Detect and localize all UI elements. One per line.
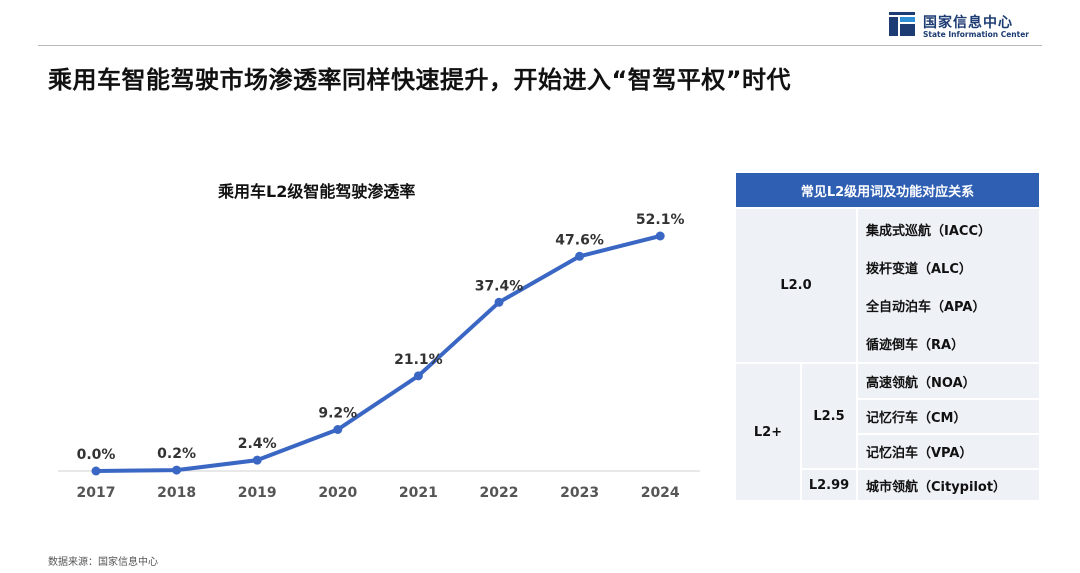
data-point: [575, 251, 585, 261]
logo-chinese-name: 国家信息中心: [923, 15, 1013, 31]
l25-label-cell: [802, 364, 856, 468]
data-label: 0.0%: [77, 447, 116, 463]
data-label: 2.4%: [238, 436, 277, 452]
x-tick-label: 2023: [560, 485, 599, 501]
l20-label: L2.0: [780, 278, 812, 293]
x-tick-label: 2021: [399, 485, 438, 501]
logo: 国家信息中心 State Information Center: [889, 12, 1049, 40]
l20-label-cell: [736, 209, 856, 362]
l20-item: 循迹倒车（RA）: [866, 337, 965, 353]
data-label: 9.2%: [318, 406, 357, 422]
data-point: [91, 466, 101, 476]
x-tick-label: 2024: [641, 485, 680, 501]
l20-item: 集成式巡航（IACC）: [866, 223, 991, 239]
data-source-note: 数据来源：国家信息中心: [48, 557, 158, 568]
l20-item: 全自动泊车（APA）: [866, 299, 986, 315]
data-label: 47.6%: [555, 232, 604, 248]
l25-item-cell: [858, 400, 1039, 433]
penetration-line-chart: 0.0% 0.2% 2.4% 9.2% 21.1% 37.4% 47.6% 52.1% 2017…: [58, 212, 700, 501]
l299-label-cell: [802, 470, 856, 500]
data-label: 21.1%: [394, 352, 443, 368]
data-point: [494, 297, 504, 307]
data-label: 37.4%: [475, 278, 524, 294]
data-label: 52.1%: [636, 212, 685, 228]
data-point: [413, 371, 423, 381]
data-point: [252, 455, 262, 465]
logo-mark-icon: [889, 12, 915, 36]
x-tick-label: 2020: [318, 485, 357, 501]
data-point: [172, 465, 182, 475]
l25-item-cell: [858, 364, 1039, 398]
l2plus-label: L2+: [753, 424, 783, 440]
logo-english-name: State Information Center: [923, 30, 1030, 39]
l25-label: L2.5: [813, 408, 845, 424]
x-tick-label: 2017: [77, 485, 116, 501]
l25-item: 记忆行车（CM）: [866, 411, 967, 426]
l299-item-cell: [858, 470, 1039, 500]
x-tick-label: 2022: [480, 485, 519, 501]
l25-item: 高速领航（NOA）: [866, 375, 976, 391]
x-tick-label: 2018: [157, 485, 196, 501]
function-mapping-table: 常见L2级用词及功能对应关系 L2.0 集成式巡航（IACC） 拨杆变道（ALC…: [736, 173, 1039, 500]
l25-item-cell: [858, 435, 1039, 468]
header-divider: [38, 45, 1042, 46]
l299-label: L2.99: [808, 477, 850, 493]
table-header: 常见L2级用词及功能对应关系: [736, 173, 1039, 207]
chart-title: 乘用车L2级智能驾驶渗透率: [218, 182, 416, 201]
l2plus-label-cell: [736, 364, 800, 500]
data-point: [655, 231, 665, 241]
data-label: 0.2%: [157, 446, 196, 462]
series-line: [94, 234, 663, 473]
page-title: 乘用车智能驾驶市场渗透率同样快速提升，开始进入“智驾平权”时代: [48, 66, 792, 94]
data-point: [333, 425, 343, 435]
x-tick-label: 2019: [238, 485, 277, 501]
l20-item: 拨杆变道（ALC）: [866, 261, 972, 277]
l299-item: 城市领航（Citypilot）: [866, 479, 1007, 495]
l20-items-cell: [858, 209, 1039, 362]
l25-item: 记忆泊车（VPA）: [866, 446, 973, 461]
